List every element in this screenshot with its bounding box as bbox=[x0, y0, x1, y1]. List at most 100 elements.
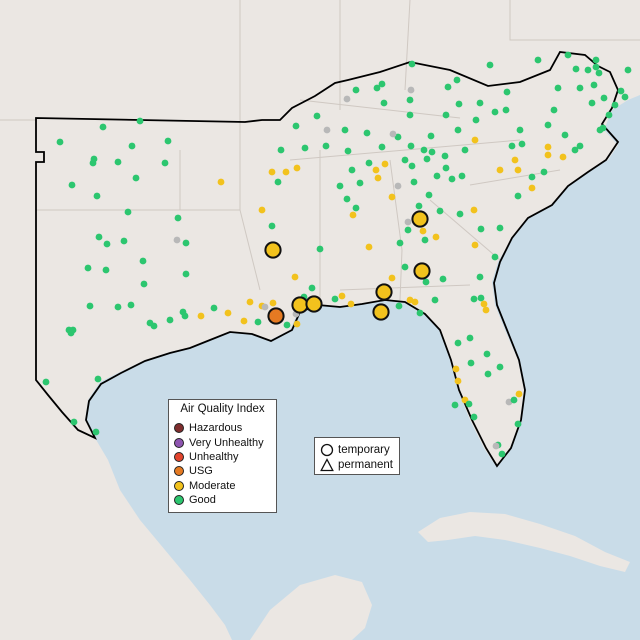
good-monitor-marker[interactable] bbox=[599, 124, 607, 132]
good-monitor-marker[interactable] bbox=[406, 96, 414, 104]
good-monitor-marker[interactable] bbox=[576, 84, 584, 92]
moderate-monitor-marker[interactable] bbox=[454, 377, 462, 385]
good-monitor-marker[interactable] bbox=[140, 280, 148, 288]
good-monitor-marker[interactable] bbox=[448, 175, 456, 183]
good-monitor-marker[interactable] bbox=[150, 322, 158, 330]
good-monitor-marker[interactable] bbox=[498, 450, 506, 458]
good-monitor-marker[interactable] bbox=[421, 236, 429, 244]
good-monitor-marker[interactable] bbox=[343, 195, 351, 203]
good-monitor-marker[interactable] bbox=[410, 178, 418, 186]
good-monitor-marker[interactable] bbox=[254, 318, 262, 326]
good-monitor-marker[interactable] bbox=[99, 123, 107, 131]
good-monitor-marker[interactable] bbox=[428, 148, 436, 156]
good-monitor-marker[interactable] bbox=[491, 108, 499, 116]
good-monitor-marker[interactable] bbox=[592, 56, 600, 64]
good-monitor-marker[interactable] bbox=[436, 207, 444, 215]
moderate-monitor-marker[interactable] bbox=[544, 143, 552, 151]
good-monitor-marker[interactable] bbox=[336, 182, 344, 190]
moderate-monitor-marker[interactable] bbox=[514, 166, 522, 174]
good-monitor-marker[interactable] bbox=[484, 370, 492, 378]
good-monitor-marker[interactable] bbox=[483, 350, 491, 358]
no-data-monitor-marker[interactable] bbox=[261, 303, 269, 311]
good-monitor-marker[interactable] bbox=[322, 142, 330, 150]
no-data-monitor-marker[interactable] bbox=[173, 236, 181, 244]
good-monitor-marker[interactable] bbox=[431, 296, 439, 304]
good-monitor-marker[interactable] bbox=[451, 401, 459, 409]
no-data-monitor-marker[interactable] bbox=[404, 218, 412, 226]
good-monitor-marker[interactable] bbox=[182, 239, 190, 247]
good-monitor-marker[interactable] bbox=[102, 266, 110, 274]
good-monitor-marker[interactable] bbox=[348, 166, 356, 174]
good-monitor-marker[interactable] bbox=[331, 295, 339, 303]
good-monitor-marker[interactable] bbox=[164, 137, 172, 145]
good-monitor-marker[interactable] bbox=[486, 61, 494, 69]
moderate-monitor-marker[interactable] bbox=[293, 164, 301, 172]
good-monitor-marker[interactable] bbox=[477, 294, 485, 302]
good-monitor-marker[interactable] bbox=[89, 159, 97, 167]
good-monitor-marker[interactable] bbox=[444, 83, 452, 91]
good-monitor-marker[interactable] bbox=[56, 138, 64, 146]
moderate-monitor-marker[interactable] bbox=[452, 365, 460, 373]
good-monitor-marker[interactable] bbox=[407, 142, 415, 150]
good-monitor-marker[interactable] bbox=[442, 164, 450, 172]
good-monitor-marker[interactable] bbox=[465, 400, 473, 408]
good-monitor-marker[interactable] bbox=[595, 69, 603, 77]
good-monitor-marker[interactable] bbox=[584, 66, 592, 74]
good-monitor-marker[interactable] bbox=[182, 270, 190, 278]
good-monitor-marker[interactable] bbox=[378, 80, 386, 88]
good-monitor-marker[interactable] bbox=[514, 192, 522, 200]
good-monitor-marker[interactable] bbox=[544, 121, 552, 129]
good-monitor-marker[interactable] bbox=[564, 51, 572, 59]
moderate-monitor-marker[interactable] bbox=[480, 300, 488, 308]
good-monitor-marker[interactable] bbox=[365, 159, 373, 167]
good-monitor-marker[interactable] bbox=[132, 174, 140, 182]
moderate-monitor-marker[interactable] bbox=[293, 320, 301, 328]
usg-temporary-monitor-marker[interactable] bbox=[267, 307, 285, 325]
good-monitor-marker[interactable] bbox=[181, 312, 189, 320]
good-monitor-marker[interactable] bbox=[396, 239, 404, 247]
good-monitor-marker[interactable] bbox=[470, 413, 478, 421]
no-data-monitor-marker[interactable] bbox=[343, 95, 351, 103]
moderate-monitor-marker[interactable] bbox=[471, 241, 479, 249]
good-monitor-marker[interactable] bbox=[590, 81, 598, 89]
no-data-monitor-marker[interactable] bbox=[394, 182, 402, 190]
good-monitor-marker[interactable] bbox=[510, 396, 518, 404]
good-monitor-marker[interactable] bbox=[352, 86, 360, 94]
good-monitor-marker[interactable] bbox=[363, 129, 371, 137]
good-monitor-marker[interactable] bbox=[455, 100, 463, 108]
good-monitor-marker[interactable] bbox=[92, 428, 100, 436]
good-monitor-marker[interactable] bbox=[439, 275, 447, 283]
good-monitor-marker[interactable] bbox=[611, 101, 619, 109]
good-monitor-marker[interactable] bbox=[561, 131, 569, 139]
good-monitor-marker[interactable] bbox=[277, 146, 285, 154]
moderate-monitor-marker[interactable] bbox=[217, 178, 225, 186]
moderate-temporary-monitor-marker[interactable] bbox=[372, 303, 390, 321]
good-monitor-marker[interactable] bbox=[394, 133, 402, 141]
good-monitor-marker[interactable] bbox=[588, 99, 596, 107]
good-monitor-marker[interactable] bbox=[124, 208, 132, 216]
good-monitor-marker[interactable] bbox=[534, 56, 542, 64]
good-monitor-marker[interactable] bbox=[404, 226, 412, 234]
good-monitor-marker[interactable] bbox=[313, 112, 321, 120]
good-monitor-marker[interactable] bbox=[174, 214, 182, 222]
no-data-monitor-marker[interactable] bbox=[492, 442, 500, 450]
moderate-monitor-marker[interactable] bbox=[528, 184, 536, 192]
good-monitor-marker[interactable] bbox=[576, 142, 584, 150]
good-monitor-marker[interactable] bbox=[624, 66, 632, 74]
moderate-monitor-marker[interactable] bbox=[282, 168, 290, 176]
good-monitor-marker[interactable] bbox=[128, 142, 136, 150]
good-monitor-marker[interactable] bbox=[68, 181, 76, 189]
good-monitor-marker[interactable] bbox=[571, 146, 579, 154]
good-monitor-marker[interactable] bbox=[395, 302, 403, 310]
moderate-monitor-marker[interactable] bbox=[388, 193, 396, 201]
good-monitor-marker[interactable] bbox=[496, 363, 504, 371]
moderate-monitor-marker[interactable] bbox=[388, 274, 396, 282]
moderate-temporary-monitor-marker[interactable] bbox=[413, 262, 431, 280]
good-monitor-marker[interactable] bbox=[415, 202, 423, 210]
good-monitor-marker[interactable] bbox=[503, 88, 511, 96]
good-monitor-marker[interactable] bbox=[344, 147, 352, 155]
moderate-monitor-marker[interactable] bbox=[338, 292, 346, 300]
moderate-monitor-marker[interactable] bbox=[515, 390, 523, 398]
good-monitor-marker[interactable] bbox=[433, 172, 441, 180]
good-monitor-marker[interactable] bbox=[621, 93, 629, 101]
